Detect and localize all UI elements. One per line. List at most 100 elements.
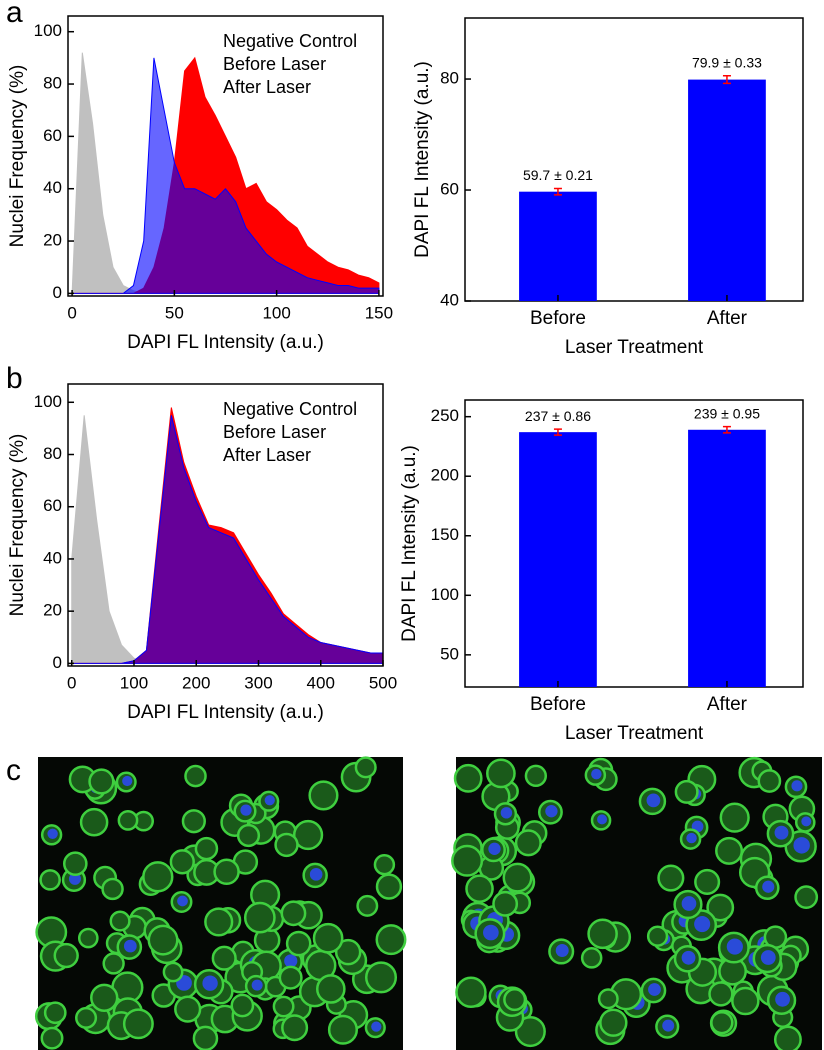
y-tick-label: 20	[43, 231, 62, 250]
cell	[354, 756, 377, 779]
y-tick-label: 40	[440, 290, 459, 309]
nucleus	[760, 950, 776, 965]
value-label: 59.7 ± 0.21	[523, 167, 593, 183]
x-tick-label: After	[707, 694, 748, 715]
value-label: 79.9 ± 0.33	[692, 54, 762, 70]
x-tick-label: 150	[365, 303, 393, 322]
y-tick-label: 50	[440, 644, 459, 663]
nucleus	[47, 828, 58, 839]
y-tick-label: 40	[43, 178, 62, 197]
cell	[88, 768, 115, 795]
cell	[502, 862, 533, 893]
cells	[34, 756, 819, 1050]
cell	[280, 900, 307, 927]
nucleus	[371, 1021, 382, 1032]
y-tick-label: 60	[43, 496, 62, 515]
cell	[773, 1025, 802, 1050]
nucleus	[648, 983, 661, 996]
cell	[192, 1025, 219, 1050]
y-tick-label: 80	[43, 74, 62, 93]
nucleus	[264, 795, 275, 806]
y-tick-label: 100	[431, 585, 459, 604]
cell	[75, 1006, 98, 1029]
y-tick-label: 0	[53, 283, 62, 302]
x-tick-label: 0	[67, 303, 76, 322]
panel-label: c	[6, 754, 21, 787]
cell	[122, 1008, 154, 1040]
legend-entry: Before Laser	[223, 54, 326, 74]
cell	[375, 924, 407, 956]
cell	[194, 836, 219, 861]
plot-frame	[67, 15, 384, 297]
y-axis-title: DAPI FL Intensity (a.u.)	[399, 445, 420, 642]
x-axis-title: Laser Treatment	[565, 723, 704, 744]
nucleus	[793, 837, 810, 854]
cell	[147, 924, 179, 956]
cell	[316, 974, 346, 1004]
nucleus	[686, 832, 697, 844]
y-tick-label: 200	[431, 466, 459, 485]
x-tick-label: 200	[182, 673, 210, 692]
cell	[272, 995, 295, 1018]
nucleus	[122, 775, 133, 787]
nucleus	[284, 954, 298, 968]
nucleus	[681, 896, 697, 911]
cell	[181, 809, 206, 834]
cell	[274, 832, 299, 858]
cell	[281, 1014, 309, 1042]
cell	[674, 779, 699, 804]
nucleus	[726, 938, 743, 955]
cell	[169, 849, 195, 875]
cell	[211, 945, 237, 971]
nucleus	[202, 975, 218, 991]
cell	[79, 807, 109, 837]
cell	[364, 961, 398, 994]
bar	[688, 429, 766, 687]
nucleus	[123, 939, 137, 953]
y-tick-label: 100	[34, 21, 62, 40]
cell	[794, 885, 819, 910]
cell	[599, 1008, 628, 1037]
bar	[688, 79, 766, 301]
x-tick-label: 300	[244, 673, 272, 692]
cell	[503, 988, 527, 1012]
x-tick-label: 100	[262, 303, 290, 322]
plot-frame	[464, 399, 804, 688]
area	[72, 57, 380, 294]
nucleus	[555, 943, 569, 957]
error-bar	[722, 425, 731, 434]
x-tick-label: Before	[530, 694, 586, 715]
cell	[292, 819, 324, 851]
cell	[451, 844, 484, 877]
y-tick-label: 40	[43, 548, 62, 567]
panel-label: a	[6, 0, 23, 29]
y-tick-label: 80	[43, 444, 62, 463]
cell	[77, 927, 99, 949]
cell	[373, 853, 396, 876]
cell	[597, 988, 619, 1010]
cell	[492, 890, 519, 917]
cell	[465, 874, 494, 903]
cell	[587, 918, 618, 950]
cell	[706, 893, 735, 922]
nucleus	[483, 924, 499, 941]
x-axis-title: DAPI FL Intensity (a.u.)	[127, 702, 324, 723]
error-bar	[553, 428, 562, 436]
cell	[453, 763, 483, 793]
cell	[694, 868, 721, 895]
nucleus	[801, 816, 812, 827]
x-tick-label: 400	[307, 673, 335, 692]
nucleus	[500, 807, 513, 819]
cell	[486, 758, 516, 789]
cell	[278, 965, 303, 990]
cell	[102, 952, 125, 975]
x-tick-label: 0	[67, 673, 76, 692]
cell	[731, 986, 760, 1016]
cell	[213, 858, 240, 886]
nucleus	[662, 1019, 675, 1032]
cell	[243, 901, 276, 934]
error-bar	[722, 75, 731, 85]
cell	[39, 869, 61, 891]
cell	[162, 961, 184, 983]
